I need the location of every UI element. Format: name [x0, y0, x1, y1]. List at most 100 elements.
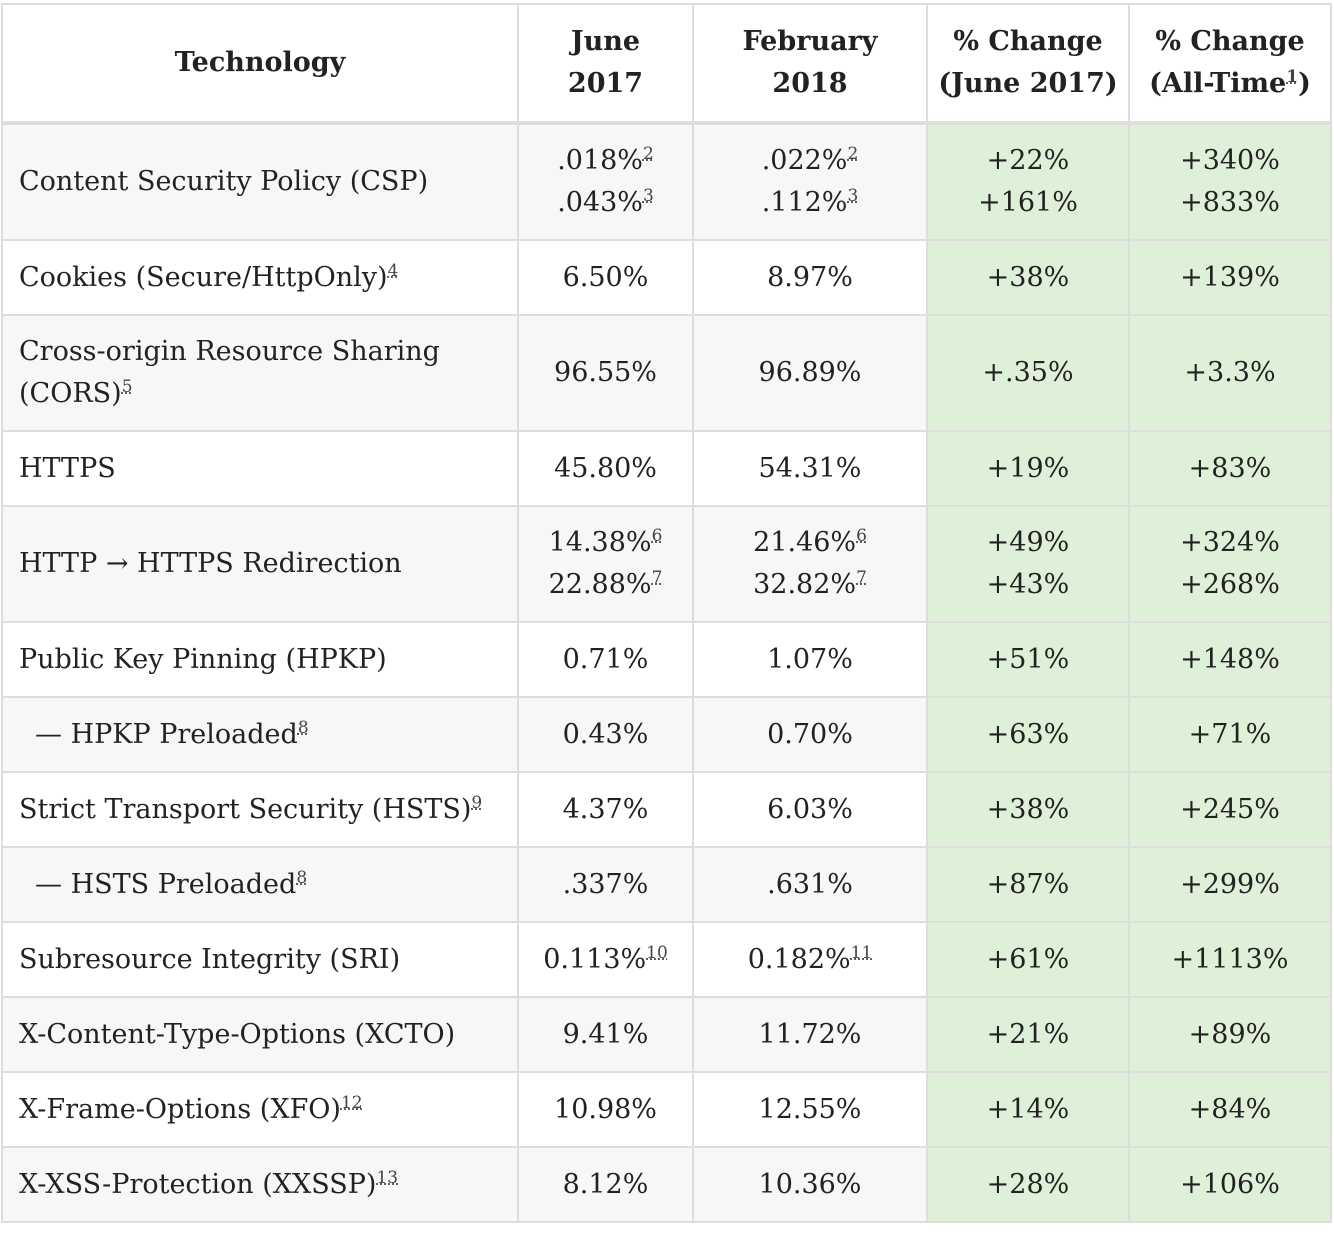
- change-all-time-cell: +245%: [1128, 771, 1332, 848]
- change-value: +148%: [1180, 643, 1280, 675]
- value: 21.46%: [753, 527, 857, 558]
- value: 96.55%: [554, 357, 657, 388]
- change-june-2017-cell: +38%: [926, 239, 1130, 316]
- table-header: Technology June 2017 February 2018 % Cha…: [1, 3, 1332, 124]
- june-2017-cell: 14.38%6 22.88%7: [517, 505, 694, 623]
- change-value: +245%: [1180, 793, 1280, 825]
- change-all-time-cell: +71%: [1128, 696, 1332, 773]
- footnote-ref[interactable]: 10: [646, 942, 668, 963]
- change-value: +83%: [1188, 452, 1272, 484]
- change-value: +21%: [986, 1018, 1070, 1050]
- value: 0.113%: [543, 943, 647, 975]
- value: 10.36%: [758, 1168, 862, 1200]
- value: 45.80%: [554, 452, 657, 484]
- february-2018-cell: 1.07%: [692, 621, 928, 698]
- february-2018-cell: 6.03%: [692, 771, 928, 848]
- change-all-time-cell: +139%: [1128, 239, 1332, 316]
- value: 6.03%: [767, 793, 853, 825]
- february-2018-cell: 8.97%: [692, 239, 928, 316]
- technology-cell: X-XSS-Protection (XXSSP)13: [1, 1146, 519, 1223]
- footnote-ref[interactable]: 3: [642, 186, 654, 206]
- table-row: Subresource Integrity (SRI) 0.113%10 0.182…: [1, 921, 1332, 998]
- value: 12.55%: [758, 1093, 862, 1125]
- footnote-ref[interactable]: 8: [296, 867, 308, 888]
- value: 9.41%: [562, 1018, 649, 1050]
- february-2018-cell: .022%2 .112%3: [692, 122, 928, 241]
- footnote-ref[interactable]: 2: [847, 144, 859, 164]
- table-row: HTTPS 45.80% 54.31% +19% +83%: [1, 430, 1332, 507]
- footnote-ref[interactable]: 13: [376, 1167, 399, 1188]
- change-all-time-cell: +83%: [1128, 430, 1332, 507]
- change-value: +51%: [986, 643, 1070, 675]
- footnote-ref[interactable]: 12: [340, 1092, 363, 1113]
- header-change-all-time: % Change (All-Time1): [1128, 3, 1332, 124]
- footnote-ref[interactable]: 3: [847, 186, 859, 206]
- change-all-time-cell: +84%: [1128, 1071, 1332, 1148]
- footnote-ref[interactable]: 4: [387, 260, 399, 281]
- footnote-ref[interactable]: 8: [297, 717, 309, 738]
- change-june-2017-cell: +19%: [926, 430, 1130, 507]
- footnote-ref[interactable]: 2: [642, 144, 654, 164]
- technology-cell: Cross-origin Resource Sharing (CORS)5: [1, 314, 519, 432]
- value: 96.89%: [758, 357, 862, 388]
- february-2018-cell: 96.89%: [692, 314, 928, 432]
- value: .337%: [562, 868, 649, 900]
- february-2018-cell: 0.182%11: [692, 921, 928, 998]
- table-row: Cross-origin Resource Sharing (CORS)5 96.…: [1, 314, 1332, 432]
- june-2017-cell: 96.55%: [517, 314, 694, 432]
- table-row: Cookies (Secure/HttpOnly)4 6.50% 8.97% +38%…: [1, 239, 1332, 316]
- change-all-time-cell: +3.3%: [1128, 314, 1332, 432]
- change-june-2017-cell: +28%: [926, 1146, 1130, 1223]
- change-value: +14%: [986, 1093, 1070, 1125]
- footnote-ref[interactable]: 9: [471, 792, 483, 813]
- change-value: +268%: [1180, 569, 1280, 600]
- footnote-ref[interactable]: 1: [1286, 67, 1299, 87]
- february-2018-cell: 54.31%: [692, 430, 928, 507]
- technology-cell: X-Frame-Options (XFO)12: [1, 1071, 519, 1148]
- change-value: +61%: [986, 943, 1070, 975]
- technology-cell: Content Security Policy (CSP): [1, 122, 519, 241]
- value: 8.12%: [562, 1168, 649, 1200]
- footnote-ref[interactable]: 6: [651, 526, 663, 546]
- footnote-ref[interactable]: 5: [121, 377, 133, 397]
- value: 8.97%: [767, 261, 853, 293]
- table-row: — HPKP Preloaded8 0.43% 0.70% +63% +71%: [1, 696, 1332, 773]
- table-row: Public Key Pinning (HPKP) 0.71% 1.07% +51% +…: [1, 621, 1332, 698]
- value: 54.31%: [758, 452, 862, 484]
- change-value: +38%: [986, 261, 1070, 293]
- footnote-ref[interactable]: 11: [850, 942, 873, 963]
- value: .112%: [761, 187, 848, 218]
- change-all-time-cell: +106%: [1128, 1146, 1332, 1223]
- change-value: +.35%: [982, 357, 1074, 388]
- table-row: — HSTS Preloaded8 .337% .631% +87% +299%: [1, 846, 1332, 923]
- june-2017-cell: 6.50%: [517, 239, 694, 316]
- february-2018-cell: 21.46%6 32.82%7: [692, 505, 928, 623]
- change-all-time-cell: +340% +833%: [1128, 122, 1332, 241]
- footnote-ref[interactable]: 7: [856, 568, 867, 588]
- change-june-2017-cell: +63%: [926, 696, 1130, 773]
- value: .043%: [557, 187, 643, 218]
- change-value: +3.3%: [1184, 357, 1276, 388]
- header-technology: Technology: [1, 3, 519, 124]
- change-all-time-cell: +299%: [1128, 846, 1332, 923]
- change-value: +89%: [1188, 1018, 1272, 1050]
- table-row: HTTP → HTTPS Redirection 14.38%6 22.88%7 21…: [1, 505, 1332, 623]
- june-2017-cell: 0.43%: [517, 696, 694, 773]
- change-june-2017-cell: +.35%: [926, 314, 1130, 432]
- value: 22.88%: [548, 569, 652, 600]
- footnote-ref[interactable]: 7: [651, 568, 663, 588]
- value: 0.71%: [562, 643, 649, 675]
- change-value: +299%: [1180, 868, 1280, 900]
- june-2017-cell: .337%: [517, 846, 694, 923]
- value: 14.38%: [548, 527, 652, 558]
- technology-cell: X-Content-Type-Options (XCTO): [1, 996, 519, 1073]
- change-value: +19%: [986, 452, 1070, 484]
- value: 32.82%: [753, 569, 857, 600]
- change-all-time-cell: +148%: [1128, 621, 1332, 698]
- change-value: +106%: [1180, 1168, 1280, 1200]
- change-value: +324%: [1180, 527, 1280, 558]
- change-value: +84%: [1188, 1093, 1272, 1125]
- footnote-ref[interactable]: 6: [856, 526, 867, 546]
- june-2017-cell: 9.41%: [517, 996, 694, 1073]
- change-june-2017-cell: +21%: [926, 996, 1130, 1073]
